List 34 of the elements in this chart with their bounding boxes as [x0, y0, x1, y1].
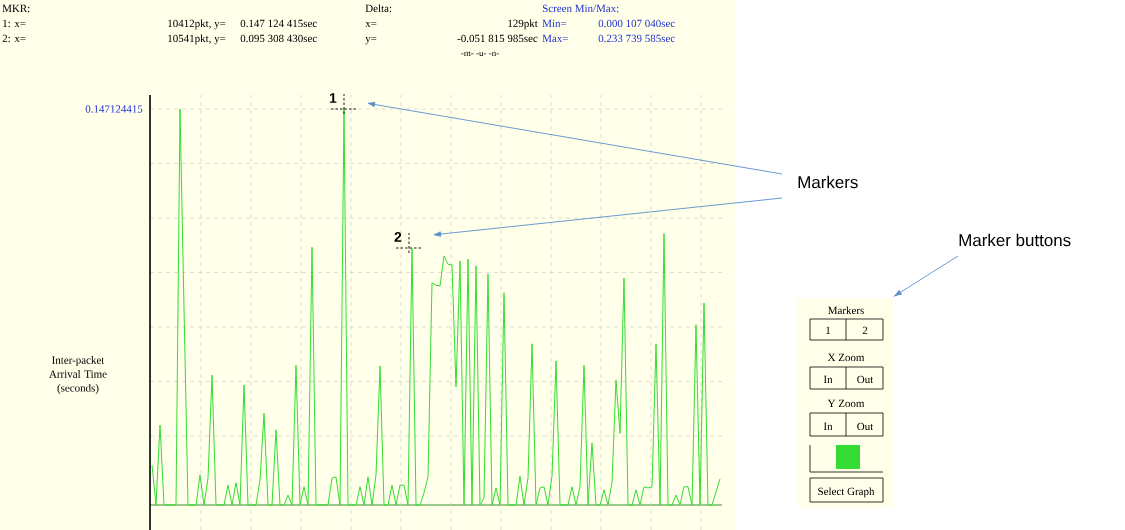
text: X Zoom: [827, 353, 865, 362]
text: In: [823, 375, 833, 384]
text: Select Graph: [818, 487, 875, 498]
text: 1: x=: [3, 19, 26, 28]
text: Y Zoom: [827, 399, 865, 408]
text: 0.147 124 415sec: [240, 19, 317, 28]
text: -m- -u- -n-: [461, 51, 499, 57]
text: Markers: [798, 175, 858, 189]
text: Delta:: [365, 4, 392, 13]
text: Out: [857, 422, 874, 431]
text: 0.000 107 040sec: [598, 19, 675, 28]
text: 1: [329, 93, 337, 103]
text: 2: x=: [2, 34, 26, 43]
annotation: 2: [394, 232, 402, 242]
text: Out: [857, 375, 874, 384]
text: 1: [826, 326, 831, 334]
text: -0.051 815 985sec: [457, 34, 538, 43]
text: Screen Min/Max:: [542, 4, 619, 13]
text: Marker buttons: [959, 233, 1071, 247]
text: MKR:: [2, 4, 30, 13]
y-axis-title: Inter-packet Arrival Time (seconds): [49, 356, 107, 394]
text: 2: [862, 326, 868, 334]
text: x=: [365, 21, 377, 27]
text: y=: [365, 36, 377, 45]
text: 10412pkt, y=: [168, 19, 226, 30]
text: 0.147124415: [85, 105, 143, 113]
text: 129pkt: [508, 19, 538, 30]
text: Min=: [542, 19, 567, 27]
text: 10541pkt, y=: [168, 34, 226, 45]
text: In: [823, 422, 833, 431]
text: 0.233 739 585sec: [598, 34, 675, 43]
text: Markers: [828, 306, 864, 315]
text: Max=: [542, 34, 568, 43]
text: 0.095 308 430sec: [240, 34, 317, 43]
